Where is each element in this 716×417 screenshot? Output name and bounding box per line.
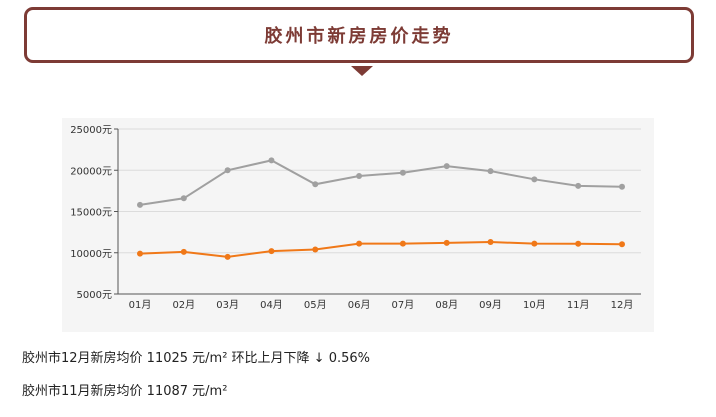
- y-tick-label: 25000元: [70, 125, 112, 136]
- x-tick-label: 09月: [479, 299, 502, 311]
- y-tick-label: 15000元: [70, 208, 112, 219]
- series-orange-point: [180, 248, 187, 255]
- x-tick-label: 02月: [172, 299, 195, 311]
- series-orange-point: [399, 240, 406, 247]
- series-gray-point: [443, 163, 450, 170]
- series-orange-point: [531, 240, 538, 247]
- x-tick-label: 08月: [435, 299, 458, 311]
- axes: [114, 128, 641, 295]
- series-gray-line: [139, 159, 623, 206]
- y-tick-label: 10000元: [70, 249, 112, 260]
- series-gray-point: [312, 181, 319, 188]
- series-orange-point: [356, 240, 363, 247]
- x-tick-labels: 01月 02月 03月 04月 05月 06月 07月 08月 09月 10月 11月 12月: [129, 299, 634, 311]
- chart-background: [62, 118, 654, 332]
- series-gray-point: [137, 201, 143, 208]
- title-pointer-arrow: [351, 66, 373, 76]
- chart-title-banner: 胶州市新房房价走势: [24, 7, 694, 63]
- page-title: 胶州市新房房价走势: [264, 26, 454, 47]
- series-gray-point: [399, 169, 406, 176]
- y-tick-label: 20000元: [70, 166, 112, 177]
- series-gray-point: [575, 182, 582, 189]
- series-gray-point: [619, 183, 625, 190]
- x-tick-label: 10月: [523, 299, 546, 311]
- y-tick-label: 5000元: [77, 290, 112, 301]
- series-orange-point: [137, 250, 143, 257]
- series-gray-point: [268, 157, 275, 164]
- series-orange-point: [224, 253, 231, 260]
- summary-november: 胶州市11月新房均价 11087 元/m²: [22, 384, 228, 399]
- summary-december: 胶州市12月新房均价 11025 元/m² 环比上月下降 ↓ 0.56%: [22, 351, 371, 366]
- series-orange-point: [487, 239, 494, 246]
- series-orange-point: [575, 240, 582, 247]
- series-orange-point: [312, 246, 319, 253]
- series-orange-line: [139, 241, 623, 258]
- series-gray-point: [487, 168, 494, 175]
- grid-lines: [118, 128, 641, 254]
- x-tick-label: 05月: [304, 299, 327, 311]
- series-orange-point: [619, 241, 625, 248]
- x-tick-label: 01月: [129, 299, 152, 311]
- x-tick-label: 06月: [348, 299, 371, 311]
- series-gray-point: [356, 173, 363, 180]
- x-tick-label: 11月: [567, 299, 590, 311]
- series-orange-point: [268, 248, 275, 255]
- series-orange-point: [443, 239, 450, 246]
- x-tick-label: 03月: [216, 299, 239, 311]
- x-tick-label: 04月: [260, 299, 283, 311]
- x-tick-label: 07月: [392, 299, 415, 311]
- series-gray-point: [531, 176, 538, 183]
- series-lines: [137, 157, 625, 260]
- series-gray-point: [224, 167, 231, 174]
- series-gray-point: [180, 195, 187, 202]
- y-tick-labels: 25000元 20000元 15000元 10000元 5000元: [70, 125, 112, 301]
- x-tick-label: 12月: [611, 299, 634, 311]
